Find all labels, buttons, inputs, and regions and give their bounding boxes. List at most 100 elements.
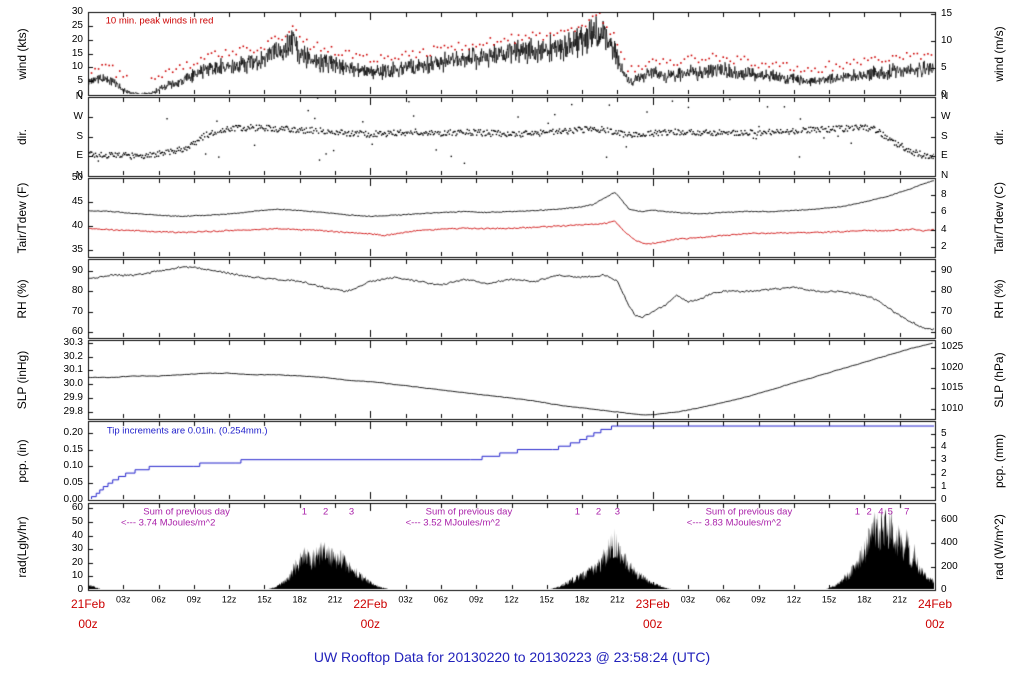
ytick-label-right: 4: [941, 441, 947, 453]
ytick-label-right: 600: [941, 513, 958, 525]
ytick-label-right: 2: [941, 467, 947, 479]
xtick-label: 06z: [715, 594, 731, 605]
ytick-label-right: W: [941, 110, 951, 122]
xtick-label: 12z: [504, 594, 519, 605]
annotation: <--- 3.83 MJoules/m^2: [686, 517, 782, 529]
ytick-label-left: 29.8: [63, 406, 83, 418]
xtick-label: 15z: [821, 594, 837, 605]
ylabel-right-tair: Tair/Tdew (C): [992, 181, 1006, 254]
annotation: Sum of previous day: [705, 506, 793, 518]
ytick-label-left: 30.1: [63, 364, 83, 376]
ytick-label-right: 200: [941, 560, 958, 572]
annotation: Sum of previous day: [143, 506, 230, 518]
date-time-label: 00z: [78, 617, 98, 631]
ytick-label-left: N: [75, 170, 83, 181]
ytick-label-left: 5: [77, 75, 83, 87]
ylabel-right-dir: dir.: [992, 128, 1006, 145]
ytick-label-right: 1010: [941, 402, 964, 414]
ytick-label-right: 15: [941, 8, 953, 20]
ytick-label-left: 40: [71, 529, 83, 541]
ylabel-left-slp: SLP (inHg): [15, 350, 29, 409]
annotation: 1: [854, 506, 860, 518]
ytick-label-right: 5: [941, 427, 947, 439]
ytick-label-left: 15: [71, 47, 83, 59]
xtick-label: 21z: [327, 594, 343, 605]
ytick-label-left: 50: [71, 516, 83, 528]
ytick-label-left: S: [76, 130, 83, 142]
ytick-label-right: S: [941, 130, 948, 142]
annotation: <--- 3.52 MJoules/m^2: [405, 517, 501, 529]
ytick-label-right: 60: [941, 325, 953, 337]
annotation: Sum of previous day: [425, 506, 513, 518]
ytick-label-right: N: [941, 91, 949, 102]
ytick-label-left: 20: [71, 33, 83, 45]
ylabel-right-rad: rad (W/m^2): [992, 513, 1006, 580]
ytick-label-right: 400: [941, 537, 958, 549]
ytick-label-right: 8: [941, 189, 947, 201]
ytick-label-left: 25: [71, 19, 83, 31]
ylabel-left-tair: Tair/Tdew (F): [15, 182, 29, 253]
ylabel-right-wind: wind (m/s): [992, 25, 1006, 82]
xtick-label: 03z: [680, 594, 696, 605]
ytick-label-left: W: [73, 110, 83, 122]
ytick-label-left: 70: [71, 305, 83, 317]
plot-title: UW Rooftop Data for 20130220 to 20130223…: [313, 649, 711, 665]
annotation: <--- 3.74 MJoules/m^2: [120, 517, 216, 529]
ytick-label-right: 80: [941, 285, 953, 297]
ytick-label-left: 0.15: [63, 443, 83, 455]
ylabel-left-pcp: pcp. (in): [15, 438, 29, 483]
annotation: 1: [301, 506, 308, 518]
date-label: 24Feb: [917, 597, 953, 611]
ytick-label-right: 70: [941, 305, 953, 317]
ytick-label-left: 90: [71, 265, 83, 277]
ytick-label-right: 10: [941, 35, 953, 47]
xtick-label: 15z: [539, 594, 555, 605]
ytick-label-left: 0.00: [63, 494, 83, 505]
ytick-label-left: E: [76, 150, 83, 162]
ytick-label-left: 0.05: [63, 477, 83, 489]
ylabel-right-slp: SLP (hPa): [992, 351, 1006, 408]
xtick-label: 18z: [857, 594, 872, 605]
ytick-label-right: 4: [941, 223, 947, 235]
xtick-label: 06z: [433, 594, 449, 605]
ytick-label-left: 30.2: [63, 350, 83, 362]
annotation: Tip increments are 0.01in. (0.254mm.): [106, 425, 268, 437]
ytick-label-right: E: [941, 150, 948, 162]
ytick-label-right: 6: [941, 206, 947, 218]
xtick-label: 15z: [257, 594, 272, 605]
ytick-label-right: 0: [941, 89, 947, 100]
ytick-label-left: 30.3: [63, 336, 83, 348]
ytick-label-right: 1015: [941, 382, 964, 394]
ytick-label-left: 0.10: [63, 460, 83, 472]
xtick-label: 06z: [151, 594, 166, 605]
ytick-label-right: 5: [941, 62, 947, 74]
date-time-label: 00z: [925, 617, 945, 631]
ytick-label-left: 10: [71, 570, 83, 582]
ytick-label-right: 0: [941, 494, 947, 505]
xtick-label: 09z: [468, 594, 484, 605]
ytick-label-left: 60: [71, 325, 83, 337]
annotation: 5: [887, 506, 893, 518]
ytick-label-right: 1020: [941, 361, 964, 373]
xtick-label: 12z: [786, 594, 802, 605]
ytick-label-left: 60: [71, 502, 83, 514]
ytick-label-left: 30: [71, 6, 83, 17]
xtick-label: 18z: [292, 594, 308, 605]
ytick-label-left: 20: [71, 556, 83, 568]
ylabel-left-rad: rad(Lgly/hr): [15, 515, 29, 578]
annotation: 2: [322, 506, 329, 518]
ytick-label-right: 2: [941, 240, 947, 252]
ytick-label-left: 0.20: [63, 426, 83, 438]
xtick-label: 21z: [610, 594, 625, 605]
date-time-label: 00z: [642, 617, 663, 631]
ytick-label-right: 0: [941, 584, 947, 595]
xtick-label: 21z: [892, 594, 907, 605]
ytick-label-left: 40: [71, 219, 83, 231]
date-label: 22Feb: [353, 597, 388, 611]
ylabel-left-wind: wind (kts): [15, 27, 29, 80]
ytick-label-left: 29.9: [63, 392, 83, 404]
xtick-label: 12z: [221, 594, 237, 605]
